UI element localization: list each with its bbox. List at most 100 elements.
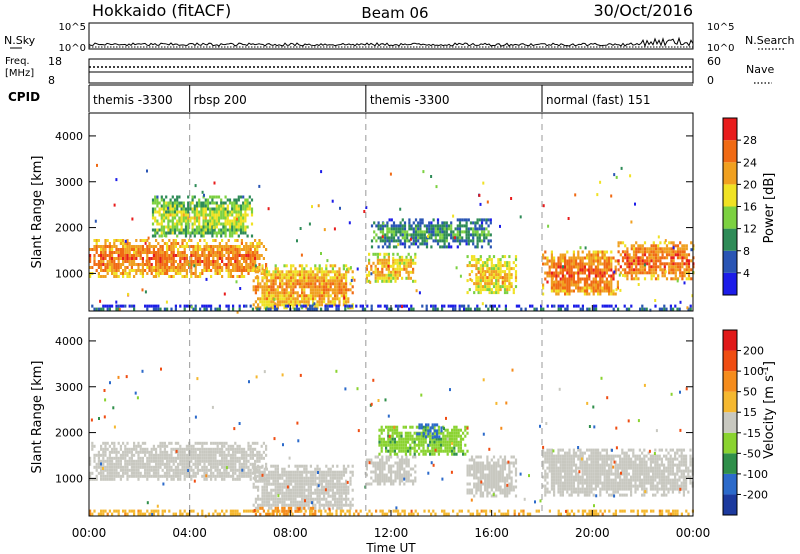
data-cell — [641, 256, 644, 260]
scatter-point — [370, 272, 373, 276]
data-cell — [389, 428, 392, 432]
data-cell — [97, 471, 100, 475]
data-cell — [307, 303, 310, 307]
data-cell — [385, 261, 388, 265]
data-cell — [479, 273, 482, 277]
data-cell — [180, 207, 183, 211]
data-cell — [670, 271, 673, 275]
data-cell — [307, 300, 310, 304]
data-cell — [668, 241, 671, 245]
data-cell — [100, 307, 103, 311]
data-cell — [203, 263, 206, 266]
data-cell — [586, 268, 589, 272]
data-cell — [294, 479, 297, 483]
data-cell — [458, 230, 462, 234]
data-cell — [298, 264, 301, 268]
data-cell — [294, 500, 297, 504]
data-cell — [113, 239, 116, 242]
data-cell — [192, 468, 195, 472]
data-cell — [659, 262, 662, 266]
data-cell — [316, 279, 319, 283]
data-cell — [187, 201, 190, 205]
data-cell — [223, 263, 226, 266]
data-cell — [171, 228, 174, 232]
data-cell — [281, 467, 284, 471]
data-cell — [590, 286, 593, 290]
data-cell — [345, 300, 348, 304]
data-cell — [312, 300, 315, 304]
data-cell — [167, 204, 170, 208]
data-cell — [214, 465, 217, 469]
data-cell — [296, 282, 299, 286]
data-cell — [256, 254, 259, 257]
data-cell — [204, 201, 207, 205]
data-cell — [381, 264, 384, 268]
data-cell — [173, 216, 177, 220]
scatter-point — [115, 178, 118, 182]
data-cell — [605, 277, 608, 281]
data-cell — [579, 307, 582, 311]
data-cell — [461, 239, 464, 243]
data-cell — [139, 459, 142, 463]
data-cell — [381, 479, 384, 483]
data-cell — [445, 227, 448, 231]
data-cell — [206, 225, 210, 229]
data-cell — [318, 282, 321, 286]
data-cell — [490, 270, 493, 274]
data-cell — [412, 230, 415, 234]
data-cell — [314, 288, 317, 292]
data-cell — [392, 252, 395, 256]
data-cell — [292, 273, 295, 277]
data-cell — [273, 307, 276, 311]
data-cell — [276, 479, 279, 483]
data-cell — [479, 270, 482, 274]
data-cell — [687, 259, 691, 263]
data-cell — [268, 303, 271, 307]
scatter-point — [619, 288, 622, 292]
data-cell — [232, 450, 235, 454]
data-cell — [314, 285, 317, 289]
data-cell — [93, 477, 96, 481]
data-cell — [314, 470, 317, 474]
data-cell — [133, 263, 136, 266]
data-cell — [406, 230, 409, 234]
data-cell — [155, 245, 158, 248]
data-cell — [550, 259, 553, 263]
data-cell — [379, 458, 382, 462]
data-cell — [212, 248, 215, 251]
data-cell — [229, 257, 232, 260]
data-cell — [679, 265, 682, 269]
data-cell — [401, 258, 404, 262]
scatter-point — [363, 210, 366, 213]
data-cell — [436, 224, 440, 228]
data-cell — [281, 270, 284, 274]
data-cell — [542, 292, 545, 296]
data-cell — [340, 470, 343, 474]
scatter-point — [147, 236, 150, 240]
data-cell — [663, 274, 666, 278]
data-cell — [473, 282, 476, 286]
data-cell — [252, 503, 255, 507]
data-cell — [119, 272, 122, 275]
data-cell — [561, 289, 564, 293]
data-cell — [251, 441, 254, 445]
data-cell — [514, 264, 518, 268]
data-cell — [89, 257, 92, 260]
data-cell — [298, 479, 301, 483]
data-cell — [169, 219, 172, 223]
data-cell — [263, 467, 266, 471]
data-cell — [365, 264, 368, 268]
data-cell — [336, 464, 339, 468]
data-cell — [594, 280, 597, 284]
data-cell — [603, 259, 606, 263]
data-cell — [351, 464, 354, 468]
data-cell — [307, 491, 310, 495]
data-cell — [318, 491, 321, 495]
data-cell — [572, 262, 575, 266]
data-cell — [227, 465, 230, 469]
data-cell — [258, 468, 261, 472]
data-cell — [279, 488, 282, 492]
data-cell — [579, 268, 582, 272]
data-cell — [223, 477, 226, 481]
data-cell — [272, 473, 275, 477]
